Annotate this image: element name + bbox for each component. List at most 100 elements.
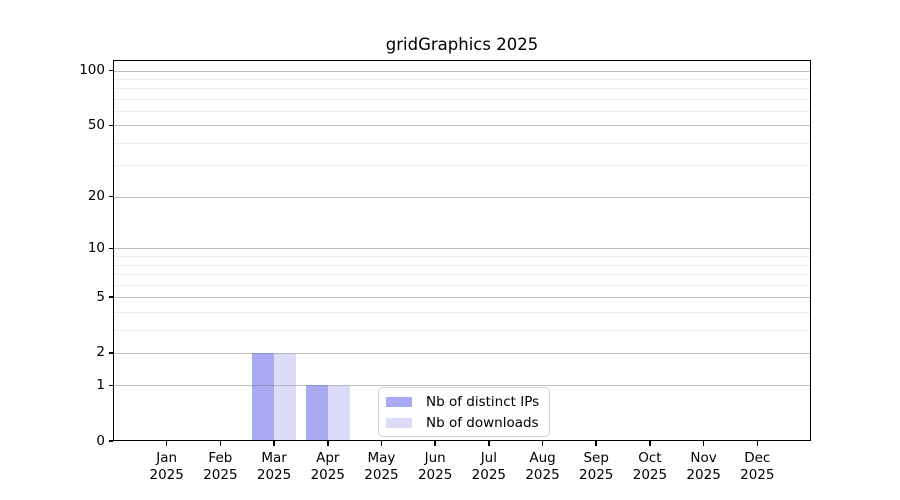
gridline-major-10 (113, 248, 811, 250)
x-tick-label-jul: Jul 2025 (449, 450, 529, 484)
gridline-minor-40 (113, 142, 811, 144)
gridline-minor-20 (113, 196, 811, 198)
x-tick-label-may: May 2025 (341, 450, 421, 484)
gridline-major-2 (113, 352, 811, 354)
x-tick-label-year-jan: 2025 (149, 467, 184, 483)
gridline-minor-9 (113, 256, 811, 258)
gridline-minor-80 (113, 88, 811, 90)
x-tick-label-month-apr: Apr (316, 450, 340, 466)
x-tick-label-year-aug: 2025 (525, 467, 560, 483)
legend-label-distinct-ips: Nb of distinct IPs (426, 393, 540, 410)
bar-nb-of-downloads-apr (327, 385, 350, 441)
y-tick-mark-10 (108, 247, 113, 250)
x-tick-label-year-feb: 2025 (203, 467, 238, 483)
x-tick-label-year-sep: 2025 (579, 467, 614, 483)
x-tick-label-dec: Dec 2025 (717, 450, 797, 484)
x-tick-label-year-may: 2025 (364, 467, 399, 483)
gridline-minor-50 (113, 125, 811, 127)
y-tick-mark-100 (108, 69, 113, 72)
gridline-minor-90 (113, 78, 811, 80)
x-tick-mark-jul (488, 441, 490, 446)
legend-swatch-distinct-ips (386, 396, 412, 407)
x-tick-label-jan: Jan 2025 (127, 450, 207, 484)
x-tick-label-sep: Sep 2025 (556, 450, 636, 484)
y-tick-label-1: 1 (96, 376, 105, 393)
gridline-major-1 (113, 385, 811, 387)
gridline-minor-60 (113, 110, 811, 112)
y-tick-label-100: 100 (79, 62, 105, 78)
x-tick-label-year-mar: 2025 (256, 467, 292, 483)
x-tick-mark-oct (649, 441, 651, 446)
x-tick-label-month-jul: Jul (480, 450, 497, 466)
x-tick-label-month-feb: Feb (208, 450, 233, 466)
gridline-minor-2 (113, 352, 811, 354)
x-tick-label-feb: Feb 2025 (180, 450, 260, 484)
gridline-minor-6 (113, 284, 811, 286)
x-tick-mark-dec (756, 441, 759, 446)
x-tick-label-aug: Aug 2025 (503, 450, 583, 484)
x-tick-mark-nov (702, 441, 705, 446)
x-tick-mark-mar (273, 441, 275, 446)
legend-label-downloads: Nb of downloads (426, 414, 539, 431)
x-tick-label-month-nov: Nov (690, 450, 717, 466)
x-tick-label-month-aug: Aug (529, 450, 556, 466)
x-tick-label-nov: Nov 2025 (664, 450, 744, 484)
legend: Nb of distinct IPs Nb of downloads (378, 387, 550, 437)
x-tick-label-year-nov: 2025 (686, 467, 721, 483)
x-tick-label-year-jun: 2025 (417, 467, 453, 483)
legend-item-downloads: Nb of downloads (386, 415, 549, 431)
y-tick-label-2: 2 (96, 344, 105, 361)
y-tick-mark-2 (108, 352, 113, 354)
gridline-minor-7 (113, 274, 811, 276)
x-tick-mark-jun (434, 441, 436, 446)
x-tick-label-month-mar: Mar (261, 450, 287, 466)
gridline-minor-4 (113, 311, 811, 313)
plot-area (113, 60, 811, 441)
gridline-minor-1 (113, 385, 811, 387)
x-tick-label-month-jan: Jan (156, 450, 178, 466)
y-tick-label-10: 10 (87, 239, 105, 256)
legend-item-distinct-ips: Nb of distinct IPs (386, 394, 549, 410)
y-tick-label-50: 50 (87, 116, 105, 133)
gridline-minor-30 (113, 165, 811, 167)
x-tick-label-apr: Apr 2025 (288, 450, 368, 484)
x-tick-label-month-dec: Dec (744, 450, 771, 466)
y-tick-mark-20 (108, 195, 113, 198)
chart-title: gridGraphics 2025 (385, 35, 539, 54)
x-tick-label-jun: Jun 2025 (395, 450, 475, 484)
x-tick-mark-feb (219, 441, 222, 446)
y-tick-mark-50 (108, 124, 113, 127)
x-tick-mark-sep (595, 441, 598, 446)
x-tick-label-year-jul: 2025 (471, 467, 507, 483)
x-tick-label-month-oct: Oct (638, 450, 662, 466)
x-tick-mark-jan (165, 441, 168, 446)
x-tick-mark-apr (326, 441, 329, 446)
legend-swatch-downloads (386, 417, 412, 428)
x-tick-label-year-oct: 2025 (632, 467, 668, 483)
gridline-major-100 (113, 70, 811, 72)
y-tick-label-20: 20 (87, 188, 105, 205)
y-tick-mark-5 (108, 296, 113, 298)
x-tick-label-oct: Oct 2025 (610, 450, 690, 484)
bar-nb-of-distinct-ips-apr (306, 385, 328, 441)
gridline-minor-5 (113, 297, 811, 299)
gridline-minor-70 (113, 98, 811, 100)
gridline-minor-100 (113, 70, 811, 72)
gridline-minor-10 (113, 248, 811, 250)
gridline-major-5 (113, 297, 811, 299)
gridline-major-50 (113, 125, 811, 127)
bar-nb-of-distinct-ips-mar (252, 352, 275, 441)
gridline-minor-3 (113, 329, 811, 331)
x-tick-label-month-jun: Jun (424, 450, 446, 466)
y-tick-label-5: 5 (96, 288, 105, 305)
x-tick-label-month-sep: Sep (583, 450, 609, 466)
x-tick-label-month-may: May (367, 450, 396, 466)
x-tick-label-year-dec: 2025 (740, 467, 775, 483)
x-tick-mark-aug (541, 441, 544, 446)
gridline-major-20 (113, 196, 811, 198)
y-tick-label-0: 0 (96, 432, 105, 449)
gridline-minor-8 (113, 264, 811, 266)
y-tick-mark-0 (108, 440, 113, 442)
y-tick-mark-1 (108, 384, 113, 387)
